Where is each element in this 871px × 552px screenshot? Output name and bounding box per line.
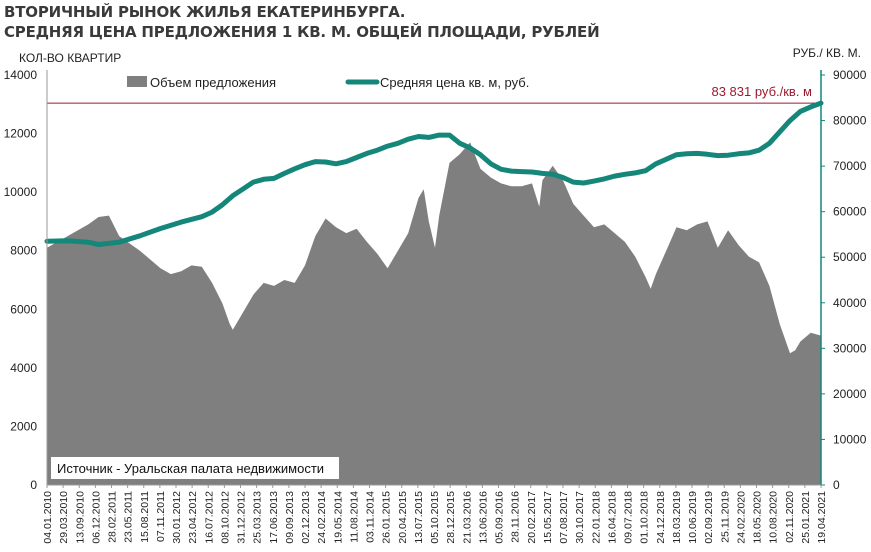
x-tick-label: 09.09.2013 [284, 491, 296, 544]
y-left-tick-label: 12000 [4, 127, 38, 141]
y-right-tick-label: 40000 [833, 296, 867, 310]
x-tick-label: 30.01.2012 [171, 491, 183, 544]
x-tick-label: 06.12.2010 [90, 491, 102, 544]
y-left-tick-label: 4000 [10, 361, 37, 375]
x-tick-label: 30.10.2017 [574, 491, 586, 544]
x-tick-label: 19.05.2014 [332, 491, 344, 544]
y-left-tick-label: 6000 [10, 302, 37, 316]
x-tick-label: 07.08.2017 [558, 491, 570, 544]
x-tick-label: 18.03.2019 [671, 491, 683, 544]
x-tick-label: 28.02.2011 [107, 491, 119, 543]
y-left-tick-label: 0 [30, 478, 37, 492]
x-tick-label: 25.11.2019 [719, 491, 731, 543]
x-tick-label: 02.09.2019 [703, 491, 715, 544]
x-tick-label: 24.02.2014 [316, 491, 328, 544]
x-tick-label: 15.08.2011 [139, 491, 151, 543]
y-right-tick-label: 30000 [833, 341, 867, 355]
x-tick-label: 05.10.2015 [429, 491, 441, 544]
x-tick-label: 25.01.2021 [800, 491, 812, 544]
x-tick-label: 13.06.2016 [477, 491, 489, 544]
x-tick-label: 22.01.2018 [590, 491, 602, 544]
x-tick-label: 29.03.2010 [58, 491, 70, 544]
x-tick-label: 15.05.2017 [542, 491, 554, 544]
reference-line-label: 83 831 руб./кв. м [711, 84, 812, 99]
x-tick-label: 02.12.2013 [300, 491, 312, 544]
legend-volume-label: Объем предложения [150, 75, 276, 90]
x-tick-label: 04.01.2010 [42, 491, 54, 544]
x-tick-label: 03.11.2014 [365, 491, 377, 543]
x-tick-label: 20.02.2017 [526, 491, 538, 544]
volume-area [47, 142, 821, 485]
x-tick-label: 13.09.2010 [74, 491, 86, 544]
y-left-tick-label: 2000 [10, 419, 37, 433]
x-tick-label: 07.11.2011 [155, 491, 167, 542]
y-right-axis-title: РУБ./ КВ. М. [793, 46, 861, 60]
x-tick-label: 23.05.2011 [123, 491, 135, 543]
x-tick-label: 16.07.2012 [203, 491, 215, 544]
x-tick-label: 28.11.2016 [510, 491, 522, 543]
x-tick-label: 16.04.2018 [606, 491, 618, 544]
x-tick-label: 10.08.2020 [768, 491, 780, 544]
legend-volume-swatch [127, 76, 147, 87]
x-tick-label: 11.08.2014 [348, 491, 360, 543]
x-tick-label: 24.02.2020 [735, 491, 747, 544]
x-tick-label: 08.10.2012 [219, 491, 231, 544]
x-tick-label: 24.12.2018 [655, 491, 667, 544]
x-tick-label: 21.03.2016 [461, 491, 473, 544]
source-note-box [51, 457, 339, 479]
x-tick-label: 19.04.2021 [816, 491, 828, 544]
chart-title-line-1: ВТОРИЧНЫЙ РЫНОК ЖИЛЬЯ ЕКАТЕРИНБУРГА. [4, 3, 406, 21]
x-tick-label: 26.01.2015 [381, 491, 393, 544]
y-right-tick-label: 70000 [833, 159, 867, 173]
x-tick-label: 28.12.2015 [445, 491, 457, 544]
x-tick-label: 05.09.2016 [494, 491, 506, 544]
y-right-tick-label: 60000 [833, 205, 867, 219]
x-tick-label: 09.07.2018 [623, 491, 635, 544]
x-tick-label: 01.10.2018 [639, 491, 651, 544]
source-note: Источник - Уральская палата недвижимости [57, 461, 324, 476]
y-left-axis-title: КОЛ-ВО КВАРТИР [19, 51, 121, 65]
price-line [44, 100, 824, 247]
x-tick-label: 10.06.2019 [687, 491, 699, 544]
x-tick-label: 18.05.2020 [752, 491, 764, 544]
x-tick-label: 25.03.2013 [252, 491, 264, 544]
x-tick-label: 13.07.2015 [413, 491, 425, 544]
chart-title-line-2: СРЕДНЯЯ ЦЕНА ПРЕДЛОЖЕНИЯ 1 КВ. М. ОБЩЕЙ … [4, 23, 600, 41]
y-right-tick-label: 90000 [833, 68, 867, 82]
y-right-tick-label: 0 [833, 478, 840, 492]
chart-title: ВТОРИЧНЫЙ РЫНОК ЖИЛЬЯ ЕКАТЕРИНБУРГА. СРЕ… [4, 2, 600, 42]
y-right-tick-label: 80000 [833, 114, 867, 128]
y-right-tick-label: 10000 [833, 432, 867, 446]
x-tick-label: 20.04.2015 [397, 491, 409, 544]
y-right-tick-label: 20000 [833, 387, 867, 401]
y-right-tick-label: 50000 [833, 250, 867, 264]
x-tick-label: 17.06.2013 [268, 491, 280, 544]
x-tick-label: 31.12.2012 [236, 491, 248, 544]
x-tick-label: 02.11.2020 [784, 491, 796, 543]
y-left-tick-label: 10000 [4, 185, 38, 199]
y-left-tick-label: 8000 [10, 244, 37, 258]
y-left-tick-label: 14000 [4, 68, 38, 82]
x-tick-label: 23.04.2012 [187, 491, 199, 544]
legend-price-label: Средняя цена кв. м, руб. [380, 75, 529, 90]
